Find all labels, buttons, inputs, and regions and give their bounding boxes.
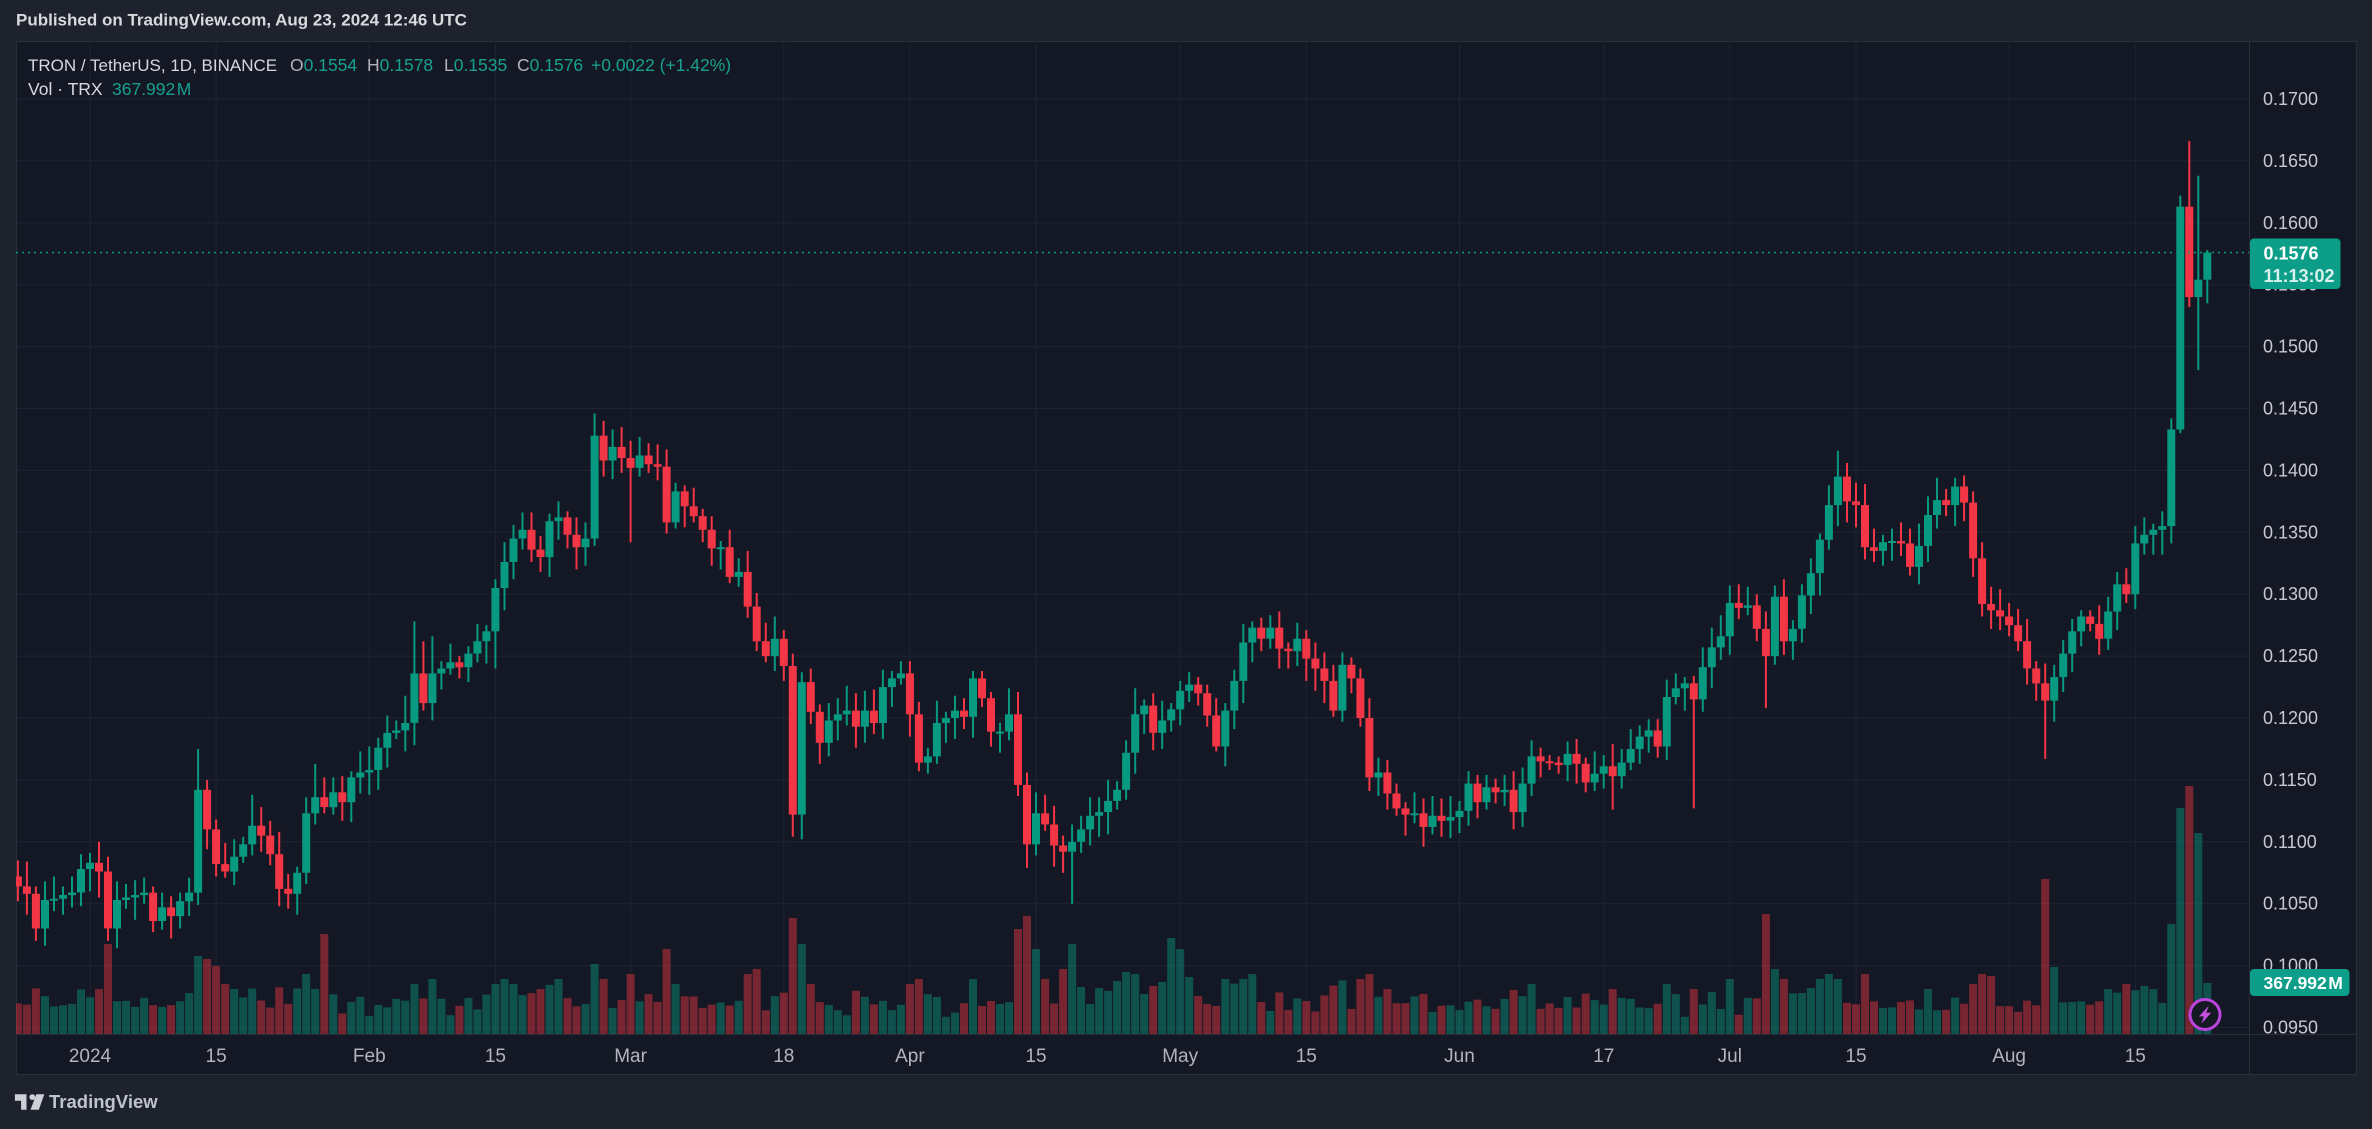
- svg-text:0.1300: 0.1300: [2263, 584, 2318, 604]
- svg-text:0.1400: 0.1400: [2263, 460, 2318, 480]
- svg-text:0.1050: 0.1050: [2263, 894, 2318, 914]
- svg-text:0.1576: 0.1576: [2264, 244, 2319, 264]
- svg-text:0.1100: 0.1100: [2263, 832, 2317, 852]
- svg-text:15: 15: [206, 1046, 227, 1067]
- svg-text:15: 15: [1296, 1046, 1317, 1067]
- svg-text:May: May: [1162, 1046, 1198, 1067]
- svg-text:Aug: Aug: [1992, 1046, 2026, 1067]
- svg-text:17: 17: [1593, 1046, 1614, 1067]
- svg-text:O0.1554: O0.1554: [290, 55, 357, 75]
- svg-text:+0.0022 (+1.42%): +0.0022 (+1.42%): [591, 55, 731, 75]
- svg-text:0.1500: 0.1500: [2263, 337, 2318, 357]
- svg-text:Vol · TRX: Vol · TRX: [28, 79, 103, 99]
- svg-text:15: 15: [1025, 1046, 1046, 1067]
- svg-text:0.1450: 0.1450: [2263, 399, 2318, 419]
- svg-text:Feb: Feb: [353, 1046, 386, 1067]
- svg-text:11:13:02: 11:13:02: [2264, 266, 2335, 286]
- svg-text:0.1600: 0.1600: [2263, 213, 2318, 233]
- svg-text:L0.1535: L0.1535: [444, 55, 507, 75]
- svg-text:Jul: Jul: [1718, 1046, 1742, 1067]
- svg-text:0.1250: 0.1250: [2263, 646, 2318, 666]
- svg-text:TradingView: TradingView: [49, 1091, 158, 1112]
- svg-text:0.1200: 0.1200: [2263, 708, 2318, 728]
- svg-text:0.0950: 0.0950: [2263, 1018, 2318, 1038]
- svg-text:15: 15: [1845, 1046, 1866, 1067]
- svg-text:18: 18: [773, 1046, 794, 1067]
- svg-text:C0.1576: C0.1576: [517, 55, 583, 75]
- svg-text:2024: 2024: [69, 1046, 112, 1067]
- svg-text:15: 15: [2125, 1046, 2146, 1067]
- svg-text:Jun: Jun: [1444, 1046, 1475, 1067]
- svg-text:367.992 M: 367.992 M: [2264, 973, 2343, 993]
- svg-text:TRON / TetherUS, 1D, BINANCE: TRON / TetherUS, 1D, BINANCE: [28, 56, 277, 75]
- svg-text:Apr: Apr: [895, 1046, 925, 1067]
- svg-text:15: 15: [485, 1046, 506, 1067]
- svg-text:Mar: Mar: [614, 1046, 647, 1067]
- svg-text:0.1650: 0.1650: [2263, 151, 2318, 171]
- svg-text:Published on TradingView.com,: Published on TradingView.com, Aug 23, 20…: [16, 11, 467, 30]
- svg-text:H0.1578: H0.1578: [367, 55, 433, 75]
- svg-text:0.1350: 0.1350: [2263, 522, 2318, 542]
- svg-text:367.992 M: 367.992 M: [112, 79, 191, 99]
- svg-text:0.1700: 0.1700: [2263, 89, 2318, 109]
- svg-text:0.1150: 0.1150: [2263, 770, 2317, 790]
